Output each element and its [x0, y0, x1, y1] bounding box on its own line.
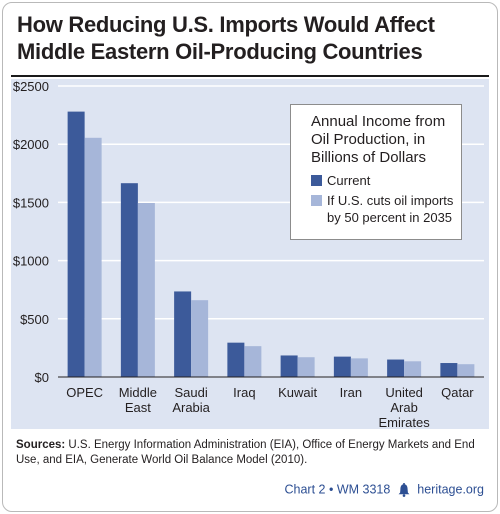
bar-current — [174, 291, 192, 377]
x-tick-label: Iran — [340, 385, 362, 400]
x-tick-label: Iraq — [233, 385, 255, 400]
legend-label-current: Current — [327, 173, 371, 188]
chart-credit: Chart 2 • WM 3318 heritage.org — [284, 482, 484, 497]
bar-reduced — [297, 357, 315, 377]
chart-legend: Annual Income from Oil Production, in Bi… — [290, 104, 462, 240]
x-tick-label: Kuwait — [278, 385, 317, 400]
x-tick-label: Saudi Arabia — [172, 385, 210, 415]
legend-label-reduced: If U.S. cuts oil imports by 50 percent i… — [327, 193, 454, 225]
title-divider — [11, 75, 489, 77]
y-tick-label: $1500 — [13, 195, 49, 210]
liberty-bell-icon — [398, 482, 410, 497]
legend-title: Annual Income from Oil Production, in Bi… — [311, 113, 446, 166]
legend-item-current: Current — [311, 172, 455, 189]
bar-current — [67, 111, 85, 377]
x-tick-label: OPEC — [66, 385, 103, 400]
y-tick-label: $2000 — [13, 137, 49, 152]
bar-reduced — [350, 358, 368, 377]
legend-item-reduced: If U.S. cuts oil imports by 50 percent i… — [311, 192, 455, 226]
bar-current — [440, 363, 458, 377]
chart-id: Chart 2 • WM 3318 — [284, 482, 391, 497]
bar-reduced — [457, 364, 475, 377]
sources-note: Sources: U.S. Energy Information Adminis… — [16, 438, 486, 468]
bar-reduced — [84, 137, 102, 377]
bar-reduced — [137, 202, 155, 377]
sources-text: U.S. Energy Information Administration (… — [16, 439, 475, 466]
bar-reduced — [191, 300, 209, 377]
y-tick-label: $0 — [35, 370, 49, 385]
bar-reduced — [404, 361, 422, 377]
chart-title: How Reducing U.S. Imports Would Affect M… — [17, 12, 435, 64]
x-tick-label: United Arab Emirates — [378, 385, 430, 430]
bar-current — [387, 359, 405, 377]
y-tick-label: $500 — [20, 312, 49, 327]
legend-swatch-current — [311, 175, 322, 186]
y-tick-label: $1000 — [13, 254, 49, 269]
bar-current — [120, 183, 138, 377]
bar-current — [227, 342, 245, 377]
sources-label: Sources: — [16, 439, 66, 451]
legend-swatch-reduced — [311, 195, 322, 206]
site-name: heritage.org — [417, 482, 484, 497]
bar-current — [333, 356, 351, 377]
x-tick-label: Middle East — [119, 385, 157, 415]
y-tick-label: $2500 — [13, 79, 49, 94]
bar-current — [280, 355, 298, 377]
x-tick-label: Qatar — [441, 385, 474, 400]
bar-reduced — [244, 346, 262, 377]
